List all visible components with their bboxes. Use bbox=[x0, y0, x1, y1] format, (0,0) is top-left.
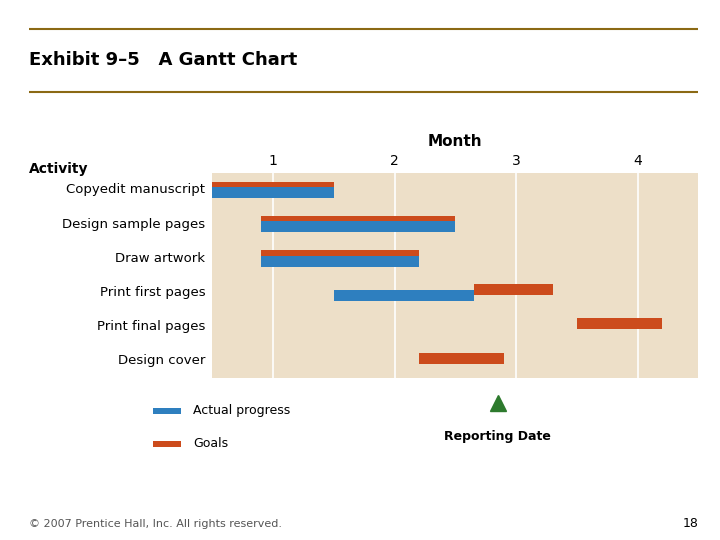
Text: Actual progress: Actual progress bbox=[193, 404, 290, 417]
FancyBboxPatch shape bbox=[153, 408, 181, 414]
FancyBboxPatch shape bbox=[153, 441, 181, 447]
Bar bbox=[212, 181, 334, 193]
Text: Reporting Date: Reporting Date bbox=[444, 430, 551, 443]
Text: Print first pages: Print first pages bbox=[99, 286, 205, 299]
Bar bbox=[334, 290, 474, 301]
Text: Print final pages: Print final pages bbox=[96, 320, 205, 333]
Text: Goals: Goals bbox=[193, 437, 228, 450]
Bar bbox=[261, 255, 419, 267]
Text: 18: 18 bbox=[683, 517, 698, 530]
Bar bbox=[419, 353, 504, 363]
X-axis label: Month: Month bbox=[428, 133, 482, 148]
Text: Copyedit manuscript: Copyedit manuscript bbox=[66, 184, 205, 197]
Text: Draw artwork: Draw artwork bbox=[115, 252, 205, 265]
Text: Activity: Activity bbox=[29, 161, 89, 176]
Bar bbox=[261, 250, 419, 261]
Bar bbox=[261, 216, 455, 227]
Bar bbox=[212, 187, 334, 198]
Text: Exhibit 9–5   A Gantt Chart: Exhibit 9–5 A Gantt Chart bbox=[29, 51, 297, 70]
Bar bbox=[577, 319, 662, 329]
Text: © 2007 Prentice Hall, Inc. All rights reserved.: © 2007 Prentice Hall, Inc. All rights re… bbox=[29, 519, 282, 529]
Bar bbox=[474, 284, 552, 295]
Bar bbox=[261, 221, 455, 232]
Text: Design cover: Design cover bbox=[118, 354, 205, 367]
Text: Design sample pages: Design sample pages bbox=[62, 218, 205, 231]
